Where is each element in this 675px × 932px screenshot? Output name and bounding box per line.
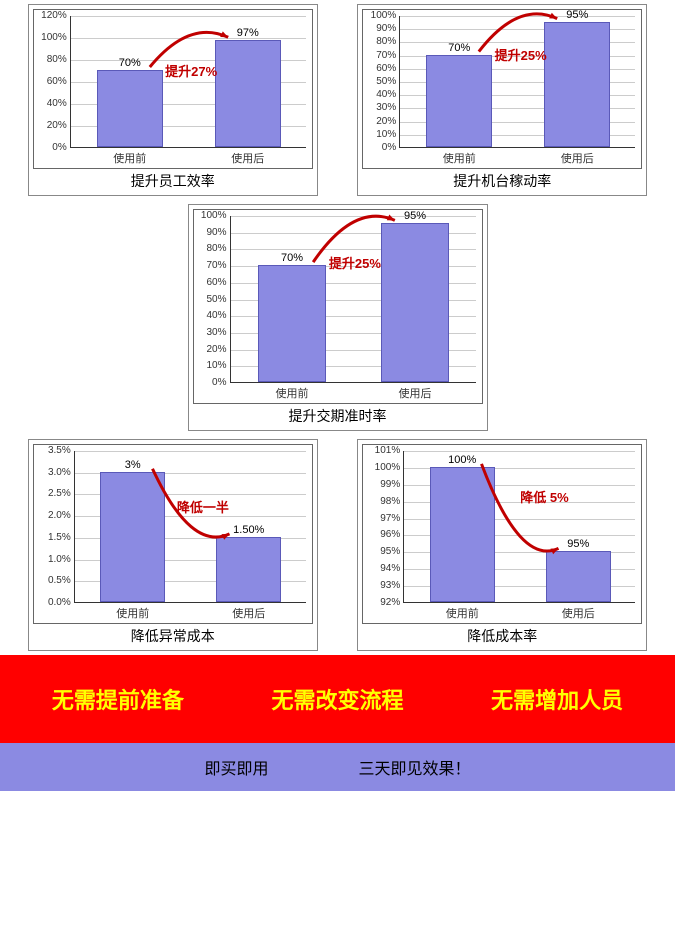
y-tick-label: 90% (206, 228, 230, 238)
y-tick-label: 60% (206, 278, 230, 288)
y-tick-label: 1.5% (48, 533, 75, 543)
y-tick-label: 0.0% (48, 598, 75, 608)
y-tick-label: 100% (201, 211, 231, 221)
annotation-arrow-icon (75, 451, 307, 603)
red-banner-item: 无需提前准备 (52, 683, 184, 715)
annotation-label: 降低一半 (177, 497, 229, 516)
x-category-label: 使用后 (231, 147, 264, 166)
chart-title: 提升机台稼动率 (362, 169, 642, 191)
y-tick-label: 20% (47, 121, 71, 131)
y-tick-label: 20% (376, 117, 400, 127)
annotation-label: 提升25% (495, 45, 547, 64)
row-2: 0%10%20%30%40%50%60%70%80%90%100%70%使用前9… (0, 200, 675, 435)
x-category-label: 使用后 (561, 147, 594, 166)
chart-title: 提升交期准时率 (193, 404, 483, 426)
red-banner: 无需提前准备 无需改变流程 无需增加人员 (0, 655, 675, 743)
y-tick-label: 70% (206, 261, 230, 271)
x-category-label: 使用后 (562, 602, 595, 621)
x-category-label: 使用前 (113, 147, 146, 166)
y-tick-label: 92% (380, 598, 404, 608)
y-tick-label: 60% (376, 64, 400, 74)
x-category-label: 使用前 (443, 147, 476, 166)
y-tick-label: 95% (380, 547, 404, 557)
y-tick-label: 96% (380, 530, 404, 540)
x-category-label: 使用前 (446, 602, 479, 621)
y-tick-label: 50% (206, 295, 230, 305)
y-tick-label: 40% (376, 90, 400, 100)
y-tick-label: 60% (47, 77, 71, 87)
y-tick-label: 101% (375, 446, 405, 456)
y-tick-label: 100% (41, 33, 71, 43)
y-tick-label: 10% (376, 130, 400, 140)
y-tick-label: 3.5% (48, 446, 75, 456)
plot-area: 0%10%20%30%40%50%60%70%80%90%100%70%使用前9… (399, 16, 635, 148)
y-tick-label: 50% (376, 77, 400, 87)
y-tick-label: 80% (47, 55, 71, 65)
y-tick-label: 0% (212, 378, 230, 388)
y-tick-label: 40% (47, 99, 71, 109)
chart-inner: 0%20%40%60%80%100%120%70%使用前97%使用后提升27% (33, 9, 313, 169)
x-category-label: 使用前 (116, 602, 149, 621)
plot-area: 92%93%94%95%96%97%98%99%100%101%100%使用前9… (403, 451, 635, 603)
chart-title: 降低异常成本 (33, 624, 313, 646)
y-tick-label: 100% (375, 463, 405, 473)
annotation-label: 提升27% (165, 61, 217, 80)
chart-inner: 0%10%20%30%40%50%60%70%80%90%100%70%使用前9… (193, 209, 483, 404)
chart-title: 提升员工效率 (33, 169, 313, 191)
y-tick-label: 98% (380, 497, 404, 507)
annotation-arrow-icon (400, 16, 636, 148)
annotation-label: 降低 5% (520, 487, 568, 506)
chart-inner: 92%93%94%95%96%97%98%99%100%101%100%使用前9… (362, 444, 642, 624)
plot-area: 0%10%20%30%40%50%60%70%80%90%100%70%使用前9… (230, 216, 476, 383)
plot-area: 0.0%0.5%1.0%1.5%2.0%2.5%3.0%3.5%3%使用前1.5… (74, 451, 306, 603)
y-tick-label: 10% (206, 361, 230, 371)
y-tick-label: 100% (371, 11, 401, 21)
y-tick-label: 0.5% (48, 576, 75, 586)
purple-banner-item: 三天即见效果！ (359, 755, 471, 779)
annotation-label: 提升25% (329, 253, 381, 272)
purple-banner-item: 即买即用 (204, 755, 268, 779)
y-tick-label: 0% (52, 143, 70, 153)
chart-c5: 92%93%94%95%96%97%98%99%100%101%100%使用前9… (357, 439, 647, 651)
chart-c3: 0%10%20%30%40%50%60%70%80%90%100%70%使用前9… (188, 204, 488, 431)
y-tick-label: 94% (380, 564, 404, 574)
red-banner-item: 无需改变流程 (271, 683, 403, 715)
row-1: 0%20%40%60%80%100%120%70%使用前97%使用后提升27%提… (0, 0, 675, 200)
x-category-label: 使用后 (399, 382, 432, 401)
y-tick-label: 1.0% (48, 555, 75, 565)
y-tick-label: 2.0% (48, 511, 75, 521)
annotation-arrow-icon (71, 16, 307, 148)
chart-inner: 0.0%0.5%1.0%1.5%2.0%2.5%3.0%3.5%3%使用前1.5… (33, 444, 313, 624)
y-tick-label: 20% (206, 345, 230, 355)
chart-c2: 0%10%20%30%40%50%60%70%80%90%100%70%使用前9… (357, 4, 647, 196)
y-tick-label: 30% (376, 103, 400, 113)
plot-area: 0%20%40%60%80%100%120%70%使用前97%使用后提升27% (70, 16, 306, 148)
red-banner-item: 无需增加人员 (491, 683, 623, 715)
y-tick-label: 93% (380, 581, 404, 591)
y-tick-label: 120% (41, 11, 71, 21)
y-tick-label: 3.0% (48, 468, 75, 478)
y-tick-label: 80% (376, 37, 400, 47)
annotation-arrow-icon (404, 451, 636, 603)
y-tick-label: 30% (206, 328, 230, 338)
x-category-label: 使用前 (276, 382, 309, 401)
x-category-label: 使用后 (232, 602, 265, 621)
chart-c4: 0.0%0.5%1.0%1.5%2.0%2.5%3.0%3.5%3%使用前1.5… (28, 439, 318, 651)
y-tick-label: 80% (206, 244, 230, 254)
row-3: 0.0%0.5%1.0%1.5%2.0%2.5%3.0%3.5%3%使用前1.5… (0, 435, 675, 655)
chart-title: 降低成本率 (362, 624, 642, 646)
y-tick-label: 99% (380, 480, 404, 490)
y-tick-label: 0% (382, 143, 400, 153)
annotation-arrow-icon (231, 216, 477, 383)
chart-inner: 0%10%20%30%40%50%60%70%80%90%100%70%使用前9… (362, 9, 642, 169)
chart-c1: 0%20%40%60%80%100%120%70%使用前97%使用后提升27%提… (28, 4, 318, 196)
y-tick-label: 90% (376, 24, 400, 34)
y-tick-label: 40% (206, 311, 230, 321)
y-tick-label: 2.5% (48, 489, 75, 499)
y-tick-label: 70% (376, 51, 400, 61)
y-tick-label: 97% (380, 514, 404, 524)
purple-banner: 即买即用 三天即见效果！ (0, 743, 675, 791)
